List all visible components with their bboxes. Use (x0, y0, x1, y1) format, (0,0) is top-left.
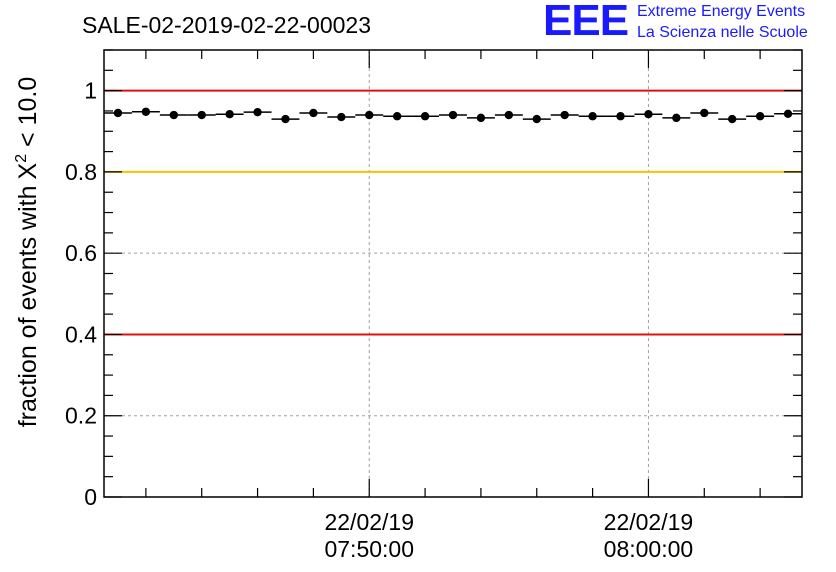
data-point (420, 112, 430, 121)
logo-line-1: Extreme Energy Events (637, 3, 806, 20)
data-point (560, 110, 569, 120)
eee-logo: EEE (543, 0, 629, 45)
data-point (448, 110, 458, 120)
x-tick-label-time: 07:50:00 (324, 536, 414, 562)
y-axis-label-text: fraction of events with (14, 185, 42, 427)
data-point (365, 110, 374, 120)
data-point (337, 112, 346, 122)
data-point (225, 110, 234, 119)
data-point (783, 109, 793, 118)
y-tick-label: 0.2 (65, 403, 97, 429)
x-tick-label-date: 22/02/19 (604, 509, 694, 535)
x-tick-label-time: 08:00:00 (604, 536, 694, 562)
y-tick-label: 1 (84, 78, 97, 104)
data-point (476, 113, 486, 123)
data-point (700, 108, 709, 118)
data-point (253, 107, 262, 117)
data-point (532, 114, 541, 124)
x-tick-label-date: 22/02/19 (324, 509, 414, 535)
data-point (588, 112, 597, 121)
data-point (309, 108, 318, 118)
data-points (104, 107, 802, 124)
y-tick-label: 0.8 (65, 159, 97, 185)
data-point (141, 107, 151, 116)
y-axis-label: fraction of events with X2 < 10.0 (13, 77, 42, 428)
y-tick-label: 0.6 (65, 240, 97, 266)
data-point (197, 110, 206, 120)
chart-title: SALE-02-2019-02-22-00023 (82, 12, 371, 38)
data-point (755, 112, 765, 121)
data-point (728, 114, 737, 124)
data-point (113, 108, 123, 118)
logo-line-2: La Scienza nelle Scuole (637, 24, 808, 41)
data-point (644, 110, 653, 119)
data-point (281, 114, 290, 124)
reference-lines (104, 89, 802, 336)
data-point (616, 112, 625, 121)
y-tick-label: 0.4 (65, 321, 97, 347)
y-axis-label-tail: < 10.0 (14, 77, 42, 154)
axes: 00.20.40.60.8122/02/1907:50:0022/02/1908… (65, 49, 803, 562)
data-point (169, 110, 178, 120)
data-point (672, 113, 681, 123)
data-point (504, 110, 514, 120)
y-axis-label-sup: 2 (13, 154, 30, 163)
y-axis-label-chi: X (14, 162, 42, 179)
data-point (392, 112, 402, 121)
y-tick-label: 0 (84, 484, 97, 510)
